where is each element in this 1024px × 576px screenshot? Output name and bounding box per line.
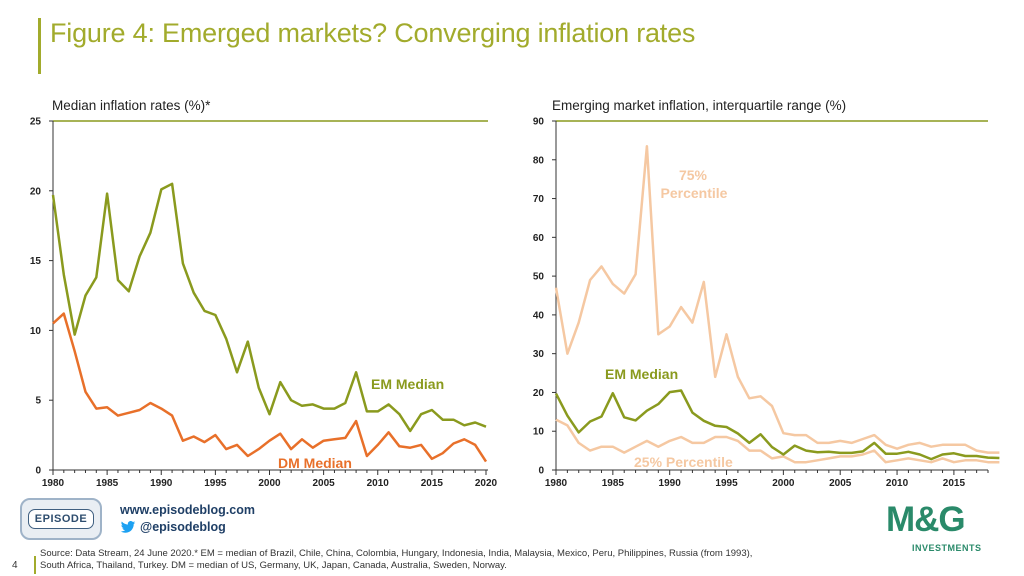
left-y-tick-label: 5 xyxy=(35,396,41,407)
right-x-tick-label: 2015 xyxy=(943,478,966,489)
right-y-tick-label: 40 xyxy=(533,310,545,321)
right-x-tick-label: 1985 xyxy=(602,478,625,489)
left-x-tick-label: 1990 xyxy=(150,478,173,489)
right-y-tick-label: 60 xyxy=(533,233,545,244)
right-series-75-percentile xyxy=(554,144,1000,454)
left-chart-title: Median inflation rates (%)* xyxy=(52,98,211,113)
right-x-tick-label: 1995 xyxy=(715,478,738,489)
episode-logo: EPISODE xyxy=(20,498,102,540)
right-x-tick-label: 1980 xyxy=(545,478,568,489)
left-y-tick-label: 0 xyxy=(35,466,41,477)
right-p75-label-line1: 75% xyxy=(679,167,708,183)
left-y-tick-label: 10 xyxy=(30,326,42,337)
twitter-handle: @episodeblog xyxy=(140,520,226,534)
left-x-tick-label: 2020 xyxy=(475,478,498,489)
source-note: Source: Data Stream, 24 June 2020.* EM =… xyxy=(40,548,840,572)
page-title: Figure 4: Emerged markets? Converging in… xyxy=(50,18,696,48)
left-series-em-median xyxy=(51,182,487,433)
footer-accent-bar xyxy=(34,556,36,574)
right-p25-label: 25% Percentile xyxy=(634,454,733,470)
left-x-tick-label: 1980 xyxy=(42,478,65,489)
right-y-tick-label: 50 xyxy=(533,272,545,283)
left-dm-label: DM Median xyxy=(278,455,352,471)
left-x-tick-label: 2000 xyxy=(258,478,281,489)
right-chart: 0 10 20 30 40 50 60 70 80 90 1980 1985 1990 1995 2000 2… xyxy=(533,117,1000,489)
right-x-tick-label: 2000 xyxy=(772,478,795,489)
left-chart: 0 5 10 15 20 25 1980 1985 1990 1995 2000 2005 2010 20… xyxy=(30,117,498,490)
title-accent-bar xyxy=(38,18,41,74)
right-y-tick-label: 70 xyxy=(533,194,545,205)
page-number: 4 xyxy=(12,560,18,571)
left-y-tick-label: 20 xyxy=(30,186,42,197)
left-em-label: EM Median xyxy=(371,376,444,392)
twitter-icon xyxy=(120,521,136,533)
right-y-tick-label: 20 xyxy=(533,388,545,399)
left-x-tick-label: 1995 xyxy=(204,478,227,489)
right-y-tick-label: 30 xyxy=(533,349,545,360)
right-x-tick-label: 1990 xyxy=(659,478,682,489)
left-series-dm-median xyxy=(52,312,488,463)
right-x-tick-label: 2010 xyxy=(886,478,909,489)
mg-logo-subtitle: INVESTMENTS xyxy=(912,543,982,553)
left-x-tick-label: 2015 xyxy=(421,478,444,489)
left-x-tick-label: 1985 xyxy=(96,478,119,489)
right-chart-title: Emerging market inflation, interquartile… xyxy=(552,98,847,113)
right-y-tick-label: 80 xyxy=(533,155,545,166)
blog-url[interactable]: www.episodeblog.com xyxy=(120,503,255,517)
source-line-2: South Africa, Thailand, Turkey. DM = med… xyxy=(40,560,507,571)
right-series-em-median xyxy=(554,389,1000,461)
left-y-tick-label: 15 xyxy=(30,256,42,267)
right-x-tick-label: 2005 xyxy=(829,478,852,489)
right-p75-label-line2: Percentile xyxy=(661,185,728,201)
right-series-25-percentile xyxy=(555,418,1000,464)
right-y-tick-label: 0 xyxy=(538,466,544,477)
left-x-tick-label: 2010 xyxy=(367,478,390,489)
right-em-label: EM Median xyxy=(605,366,678,382)
mg-logo: M&G xyxy=(886,500,966,539)
source-line-1: Source: Data Stream, 24 June 2020.* EM =… xyxy=(40,548,753,559)
episode-logo-text: EPISODE xyxy=(27,509,95,529)
twitter-link[interactable]: @episodeblog xyxy=(120,520,226,534)
right-y-tick-label: 90 xyxy=(533,117,545,128)
right-y-tick-label: 10 xyxy=(533,427,545,438)
left-y-tick-label: 25 xyxy=(30,117,42,128)
left-x-tick-label: 2005 xyxy=(313,478,336,489)
